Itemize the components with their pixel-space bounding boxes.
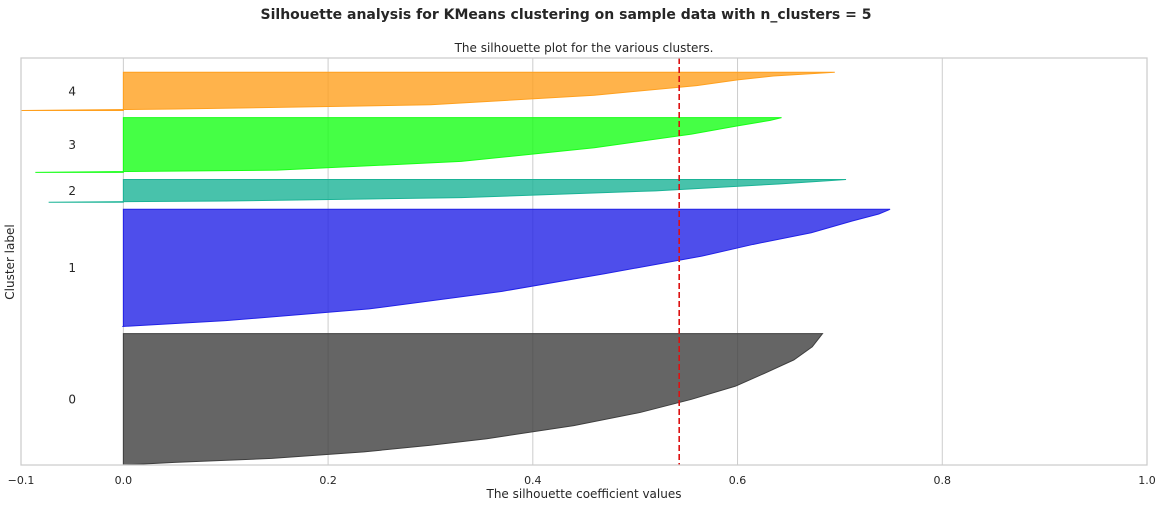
x-tick-label-6: 1.0	[1138, 474, 1156, 487]
x-tick-label-4: 0.6	[729, 474, 747, 487]
cluster-2-silhouette	[48, 178, 847, 203]
cluster-label-4: 4	[68, 84, 76, 98]
axes-title: The silhouette plot for the various clus…	[454, 41, 714, 55]
cluster-label-1: 1	[68, 261, 76, 275]
x-tick-label-2: 0.2	[319, 474, 337, 487]
x-tick-label-3: 0.4	[524, 474, 542, 487]
cluster-label-0: 0	[68, 392, 76, 406]
cluster-label-3: 3	[68, 138, 76, 152]
axes-frame	[20, 57, 1148, 466]
x-tick-label-0: −0.1	[8, 474, 35, 487]
cluster-1-silhouette	[122, 208, 891, 327]
x-axis-label: The silhouette coefficient values	[486, 487, 682, 501]
figure-suptitle: Silhouette analysis for KMeans clusterin…	[261, 7, 872, 23]
cluster-labels: 0 1 2 3 4	[68, 84, 76, 406]
silhouette-areas	[20, 71, 891, 466]
x-tick-label-1: 0.0	[115, 474, 133, 487]
cluster-0-silhouette	[122, 333, 824, 466]
cluster-3-silhouette	[35, 117, 782, 173]
cluster-4-silhouette	[20, 71, 835, 112]
x-tick-labels: −0.1 0.0 0.2 0.4 0.6 0.8 1.0	[8, 474, 1156, 487]
cluster-label-2: 2	[68, 184, 76, 198]
y-axis-label: Cluster label	[3, 224, 17, 299]
x-tick-label-5: 0.8	[934, 474, 952, 487]
